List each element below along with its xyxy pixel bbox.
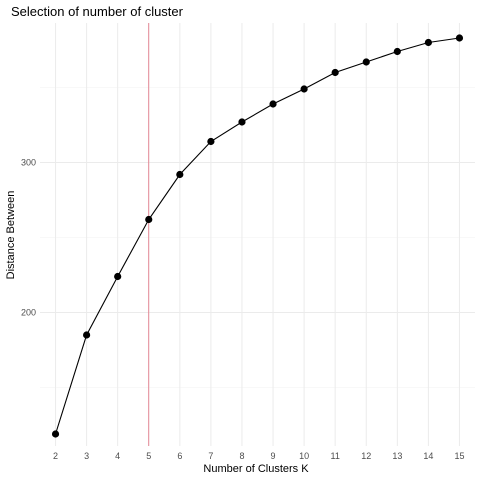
x-axis-title: Number of Clusters K bbox=[203, 463, 309, 475]
minor-grid bbox=[40, 87, 475, 388]
major-grid bbox=[40, 23, 475, 446]
data-point bbox=[114, 272, 122, 281]
x-tick-label: 14 bbox=[423, 451, 433, 461]
x-tick-label: 12 bbox=[361, 451, 371, 461]
x-tick-labels: 2 3 4 5 6 7 8 9 10 11 12 13 14 15 bbox=[53, 451, 464, 461]
data-point bbox=[145, 215, 153, 224]
x-tick-label: 10 bbox=[299, 451, 309, 461]
data-point bbox=[393, 47, 401, 56]
series-line bbox=[55, 37, 460, 435]
data-point bbox=[269, 100, 277, 108]
y-tick-label: 200 bbox=[21, 308, 36, 318]
data-point bbox=[455, 34, 464, 42]
x-tick-label: 15 bbox=[454, 451, 464, 461]
data-point bbox=[424, 38, 432, 47]
x-tick-label: 4 bbox=[115, 451, 120, 461]
x-tick-label: 7 bbox=[208, 451, 213, 461]
data-point bbox=[362, 58, 370, 66]
x-tick-label: 9 bbox=[271, 451, 276, 461]
y-tick-labels: 200 300 bbox=[21, 158, 36, 318]
chart-title: Selection of number of cluster bbox=[11, 4, 184, 19]
series-layer bbox=[51, 34, 464, 438]
y-tick-label: 300 bbox=[21, 158, 36, 168]
x-tick-label: 5 bbox=[146, 451, 151, 461]
data-point bbox=[300, 85, 308, 93]
data-point bbox=[51, 430, 60, 438]
data-point bbox=[331, 68, 339, 77]
x-tick-label: 6 bbox=[177, 451, 182, 461]
y-axis-title: Distance Between bbox=[5, 191, 17, 280]
data-point bbox=[83, 331, 91, 339]
x-tick-label: 3 bbox=[84, 451, 89, 461]
x-tick-label: 2 bbox=[53, 451, 58, 461]
data-point bbox=[207, 137, 215, 146]
x-tick-label: 8 bbox=[239, 451, 244, 461]
x-tick-label: 11 bbox=[331, 451, 340, 461]
data-point bbox=[176, 170, 184, 179]
data-point bbox=[238, 118, 246, 126]
x-tick-label: 13 bbox=[392, 451, 402, 461]
